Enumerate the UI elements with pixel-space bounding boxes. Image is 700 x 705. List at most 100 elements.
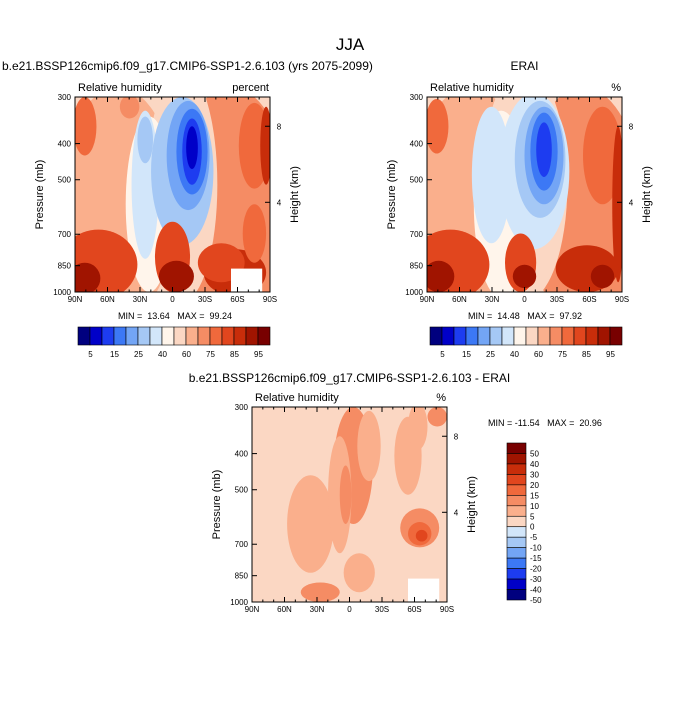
y-tick-label: 700 <box>235 540 249 549</box>
colorbar-label: 75 <box>558 350 567 359</box>
missing-data-mask <box>408 578 440 602</box>
colorbar-box <box>113 326 127 346</box>
height-tick-label: 4 <box>277 198 282 207</box>
x-tick-label: 60S <box>582 295 596 304</box>
colorbar-box <box>221 326 235 346</box>
colorbar-box <box>257 326 271 346</box>
x-tick-label: 30N <box>485 295 500 304</box>
colorbar-label: 40 <box>530 460 539 469</box>
x-tick-label: 30N <box>310 605 325 614</box>
colorbar-label: 0 <box>530 523 535 532</box>
colorbar-label: 20 <box>530 481 539 490</box>
x-tick-label: 90N <box>245 605 260 614</box>
x-tick-label: 90S <box>263 295 277 304</box>
colorbar-box <box>506 557 527 569</box>
x-tick-label: 60N <box>100 295 115 304</box>
colorbar-label: 15 <box>462 350 471 359</box>
colorbar-box <box>506 495 527 507</box>
colorbar-box <box>161 326 175 346</box>
y-tick-label: 700 <box>410 230 424 239</box>
colorbar-box <box>506 589 527 601</box>
colorbar-box <box>501 326 515 346</box>
x-tick-label: 90S <box>615 295 629 304</box>
colorbar-box <box>209 326 223 346</box>
colorbar-box <box>506 442 527 454</box>
colorbar-label: -40 <box>530 586 542 595</box>
colorbar-label: -20 <box>530 565 542 574</box>
variable-label: Relative humidity <box>78 82 162 94</box>
x-tick-label: 60N <box>452 295 467 304</box>
colorbar-box <box>525 326 539 346</box>
colorbar-label: 75 <box>206 350 215 359</box>
y-tick-label: 700 <box>58 230 72 239</box>
y-tick-label: 300 <box>58 93 72 102</box>
contour-field <box>75 97 270 292</box>
height-tick-label: 4 <box>629 198 634 207</box>
y-axis-label: Pressure (mb) <box>386 160 398 230</box>
variable-label: Relative humidity <box>255 392 339 404</box>
y-tick-label: 300 <box>235 403 249 412</box>
colorbar-box <box>513 326 527 346</box>
colorbar-box <box>597 326 611 346</box>
colorbar-label: 95 <box>606 350 615 359</box>
y-tick-label: 400 <box>235 450 249 459</box>
colorbar-box <box>197 326 211 346</box>
y-tick-label: 850 <box>410 262 424 271</box>
colorbar-label: 95 <box>254 350 263 359</box>
colorbar-box <box>233 326 247 346</box>
colorbar-box <box>465 326 479 346</box>
y-tick-label: 1000 <box>405 288 423 297</box>
x-tick-label: 60S <box>407 605 421 614</box>
y-axis-label-right: Height (km) <box>641 166 653 223</box>
colorbar-box <box>561 326 575 346</box>
colorbar-box <box>609 326 623 346</box>
panel-2: 90N 60N 30N 0 30S 60S 90S 300 400 500 700 850 1000 8 4… <box>386 59 653 359</box>
y-axis-label: Pressure (mb) <box>34 160 46 230</box>
units-label: % <box>436 392 446 404</box>
colorbar-box <box>489 326 503 346</box>
x-tick-label: 0 <box>170 295 175 304</box>
x-tick-label: 0 <box>347 605 352 614</box>
colorbar-label: 30 <box>530 470 539 479</box>
colorbar-label: 10 <box>530 502 539 511</box>
colorbar-box <box>77 326 91 346</box>
colorbar-box <box>137 326 151 346</box>
height-tick-label: 8 <box>277 122 282 131</box>
figure-title: JJA <box>336 35 365 54</box>
y-tick-label: 500 <box>58 176 72 185</box>
missing-data-mask <box>231 268 263 292</box>
x-tick-label: 60S <box>230 295 244 304</box>
x-tick-label: 90S <box>440 605 454 614</box>
min-max-stats: MIN = 13.64 MAX = 99.24 <box>118 311 232 321</box>
colorbar-box <box>506 578 527 590</box>
units-label: percent <box>232 82 269 94</box>
y-tick-label: 500 <box>410 176 424 185</box>
colorbar-label: 25 <box>486 350 495 359</box>
colorbar-label: 40 <box>510 350 519 359</box>
colorbar-box <box>441 326 455 346</box>
height-tick-label: 4 <box>454 508 459 517</box>
y-axis-label-right: Height (km) <box>466 476 478 533</box>
colorbar-box <box>549 326 563 346</box>
colorbar-box <box>173 326 187 346</box>
min-max-stats: MIN = -11.54 MAX = 20.96 <box>488 418 602 428</box>
colorbar-box <box>149 326 163 346</box>
colorbar-label: -15 <box>530 554 542 563</box>
panel-3: 90N 60N 30N 0 30S 60S 90S300400500700850100084… <box>189 371 602 614</box>
variable-label: Relative humidity <box>430 82 514 94</box>
colorbar-box <box>506 536 527 548</box>
colorbar-box <box>506 515 527 528</box>
colorbar-label: 50 <box>530 449 539 458</box>
height-tick-label: 8 <box>629 122 634 131</box>
colorbar-label: -50 <box>530 596 542 605</box>
y-tick-label: 1000 <box>53 288 71 297</box>
colorbar-box <box>506 484 527 496</box>
y-tick-label: 1000 <box>230 598 248 607</box>
colorbar-box <box>506 463 527 475</box>
colorbar-box <box>537 326 551 346</box>
height-tick-label: 8 <box>454 432 459 441</box>
colorbar-label: 85 <box>230 350 239 359</box>
panel-1: 90N 60N 30N 0 30S 60S 90S 300 400 500 700 850 1000 8 4… <box>2 59 373 359</box>
colorbar-label: 60 <box>182 350 191 359</box>
